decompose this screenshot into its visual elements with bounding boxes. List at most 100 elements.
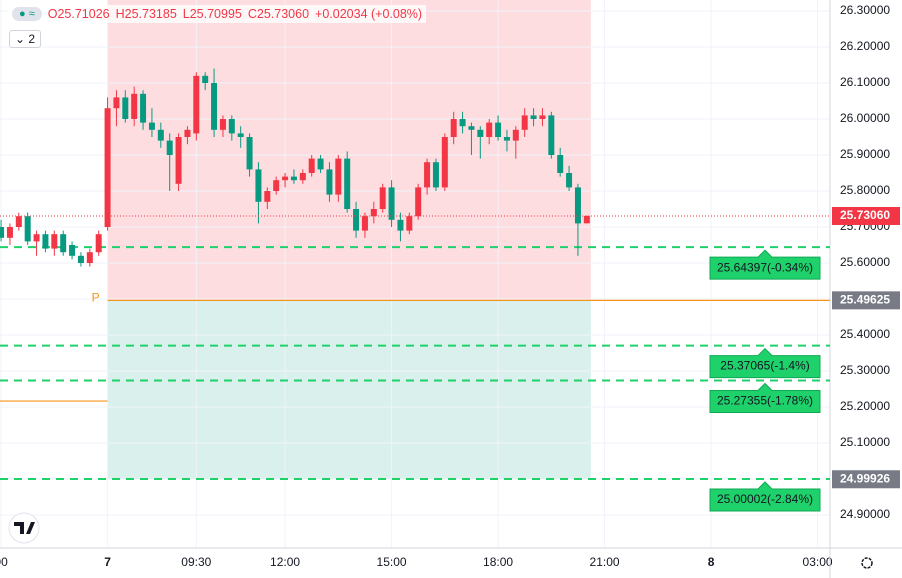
candle-body [432,162,439,188]
level-tag: 25.37065(-1.4%) [709,347,821,379]
candle-body [282,176,289,181]
candle-body [131,93,138,120]
candle-body [0,227,5,238]
y-tick-label: 25.80000 [840,183,890,197]
upper-zone [107,0,591,301]
candle-body [290,176,297,181]
candle-body [255,169,262,202]
level-tag: 25.27355(-1.78%) [709,382,821,414]
candle-body [219,119,226,130]
candle-body [379,187,386,210]
legend-low: L25.70995 [182,7,242,21]
candle-body [202,75,209,84]
level-label: 25.64397(-0.34%) [717,260,813,274]
candle-body [521,115,528,130]
candle-body [148,122,155,130]
logo-mark [14,522,35,534]
x-tick-label: 03:00 [803,555,833,569]
candle-body [264,191,271,202]
settings-button[interactable] [861,557,873,569]
y-tick-label: 26.30000 [840,3,890,17]
candle-body [548,115,555,156]
last-price-tag [832,206,900,225]
legend-change: +0.02034 (+0.08%) [315,7,423,21]
candle-body [344,158,351,210]
x-tick-label: 12:00 [270,555,300,569]
level-label: 25.00002(-2.84%) [717,492,813,506]
candle-body [42,234,49,249]
legend-close: C25.73060 [247,7,310,21]
candle-body [353,209,360,231]
candle-body [557,155,564,174]
candle-body [33,234,40,242]
candle-body [140,93,147,123]
candle-body [406,216,413,231]
candle-body [166,140,173,156]
candle-body [574,187,581,224]
candle-body [308,158,315,174]
candle-body [477,129,484,138]
candle-body [583,215,590,224]
candle-body [95,234,102,253]
y-tick-label: 25.30000 [840,363,890,377]
y-tick-label: 25.40000 [840,327,890,341]
lower-zone [107,300,591,480]
candle-body [86,252,93,264]
candle-body [566,173,573,188]
level-tag-box [709,481,821,512]
candle-body [503,137,510,141]
candle-body [51,234,58,249]
candle-body [228,119,235,134]
y-tick-label: 25.10000 [840,435,890,449]
lower-label: 24.99926 [840,471,890,485]
candle-body [486,122,493,138]
candle-body [539,115,546,120]
candle-body [6,227,13,238]
candle-body [512,129,519,141]
pivot-label: 25.49625 [840,293,890,307]
y-tick-label: 25.90000 [840,147,890,161]
x-tick-label: 8 [708,555,715,569]
candle-body [299,173,306,181]
candle-body [273,180,280,192]
x-tick-label: 7 [104,555,111,569]
candle-body [388,187,395,220]
candle-body [335,158,342,195]
y-tick-label: 26.00000 [840,111,890,125]
candle-body [441,137,448,188]
y-tick-label: 26.20000 [840,39,890,53]
candle-body [122,97,129,120]
level-tag: 25.00002(-2.84%) [709,481,821,512]
x-tick-label: 09:30 [181,555,211,569]
pivot-marker: P [92,291,100,305]
candle-body [468,126,475,130]
candle-body [495,122,502,138]
candle-body [113,97,120,109]
candle-body [104,108,111,228]
candle-body [326,169,333,195]
indicator-toggle[interactable]: ⌄ 2 [9,30,42,48]
candle-body [15,216,22,228]
candle-body [60,234,67,253]
x-tick-label: 00 [0,555,8,569]
level-tag-box [709,249,821,280]
candle-body [175,137,182,184]
candle-body [184,129,191,138]
pivot-tag [832,291,900,310]
candle-body [317,158,324,170]
y-tick-label: 25.20000 [840,399,890,413]
settings-icon [861,557,873,569]
symbol-pill[interactable]: ● ≈ [12,7,42,21]
level-label: 25.27355(-1.78%) [717,394,813,408]
candle-body [397,219,404,231]
candle-body [370,209,377,217]
x-tick-label: 21:00 [590,555,620,569]
x-tick-label: 18:00 [483,555,513,569]
ohlc-legend: ● ≈ O25.71026 H25.73185 L25.70995 C25.73… [8,5,427,23]
legend-open: O25.71026 [47,7,110,21]
x-tick-label: 15:00 [377,555,407,569]
y-tick-label: 26.10000 [840,75,890,89]
lower-tag [832,470,900,489]
level-label: 25.37065(-1.4%) [720,359,809,373]
candle-body [69,245,76,256]
